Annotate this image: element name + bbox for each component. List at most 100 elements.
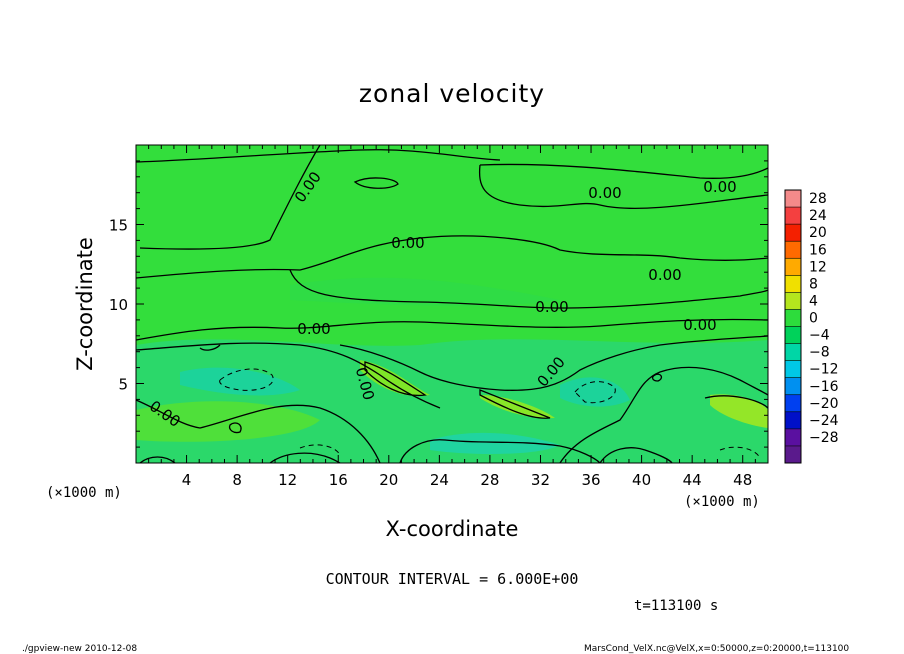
contour-interval-text: CONTOUR INTERVAL = 6.000E+00 [326, 570, 579, 588]
contour-label: 0.00 [683, 316, 716, 334]
colorbar-swatch [785, 445, 801, 463]
contour-dashed-1 [219, 368, 274, 391]
field-band-cyan [180, 367, 300, 396]
x-tick-label: 24 [430, 471, 449, 489]
field-band-lightgreen [136, 401, 320, 442]
x-tick-label: 16 [329, 471, 348, 489]
contour-line-15 [704, 395, 768, 409]
x-axis-unit-right: (×1000 m) [684, 494, 760, 510]
contour-label: 0.00 [535, 298, 568, 316]
colorbar-swatch [785, 309, 801, 327]
x-tick-label: 12 [278, 471, 297, 489]
colorbar-swatch [785, 360, 801, 378]
contour-dashed-3 [719, 446, 761, 459]
colorbar-label: −12 [809, 362, 839, 378]
x-tick-label: 32 [531, 471, 550, 489]
colorbar-swatch [785, 411, 801, 429]
colorbar-swatch [785, 224, 801, 242]
x-tick-label: 20 [379, 471, 398, 489]
field-band-yellow-3 [710, 394, 768, 428]
colorbar-label: −24 [809, 413, 839, 429]
contour-line-14 [364, 361, 427, 397]
contour-lines [136, 145, 768, 463]
x-tick-label: 44 [683, 471, 702, 489]
contour-line-11 [559, 366, 768, 463]
contour-line-16 [599, 447, 673, 463]
x-axis-label: X-coordinate [386, 517, 519, 541]
contour-line-19 [353, 177, 399, 189]
colorbar-label: −4 [809, 328, 830, 344]
time-text: t=113100 s [634, 598, 718, 614]
colorbar-swatch [785, 394, 801, 412]
x-tick-label: 40 [632, 471, 651, 489]
colorbar-label: 28 [809, 191, 827, 207]
plot-area [136, 145, 768, 463]
contour-lines-dashed [219, 368, 761, 459]
chart-title: zonal velocity [359, 79, 545, 108]
y-axis-ticks: 5 10 15 [109, 160, 768, 448]
footer-right: MarsCond_VelX.nc@VelX,x=0:50000,z=0:2000… [584, 644, 849, 654]
contour-dashed-4 [299, 444, 341, 456]
colorbar-label: 12 [809, 259, 827, 275]
contour-line-8 [136, 342, 441, 409]
contour-dashed-2 [574, 381, 616, 404]
y-axis-label: Z-coordinate [73, 237, 97, 371]
field-band-cyan-2 [560, 377, 630, 407]
y-tick-label: 5 [118, 376, 128, 394]
contour-line-12 [399, 439, 601, 463]
contour-line-9 [136, 399, 381, 463]
y-tick-label: 10 [109, 296, 128, 314]
colorbar-label: −8 [809, 345, 830, 361]
x-tick-label: 8 [232, 471, 242, 489]
colorbar-swatch [785, 207, 801, 225]
colorbar-label: 20 [809, 225, 827, 241]
colorbar-label: −16 [809, 379, 839, 395]
contour-label: 0.00 [703, 178, 736, 196]
field-band-lower [136, 339, 768, 463]
colorbar-swatch [785, 377, 801, 395]
contour-line-6 [289, 269, 768, 309]
colorbar-swatch [785, 241, 801, 259]
colorbar-swatch [785, 258, 801, 276]
colorbar-swatch [785, 292, 801, 310]
colorbar-label: −28 [809, 430, 839, 446]
x-tick-label: 48 [733, 471, 752, 489]
contour-line-18 [139, 456, 176, 463]
contour-label: 0.00 [297, 320, 330, 338]
colorbar-label: 24 [809, 208, 827, 224]
contour-line-5 [136, 235, 768, 279]
x-axis-ticks: 4 8 12 16 20 24 28 32 36 40 44 48 [148, 145, 756, 489]
colorbar-label: 8 [809, 276, 818, 292]
colorbar-swatch [785, 275, 801, 293]
colorbar-label: −20 [809, 396, 839, 412]
field-band-cyan-3 [430, 432, 560, 455]
colorbar-label: 4 [809, 293, 818, 309]
x-tick-label: 28 [480, 471, 499, 489]
contour-line-2 [139, 145, 321, 250]
x-tick-label: 4 [182, 471, 192, 489]
contour-line-21 [651, 373, 663, 382]
colorbar-swatch [785, 428, 801, 446]
contour-line-7 [136, 318, 768, 341]
contour-line-1 [136, 149, 501, 163]
colorbar-swatch [785, 190, 801, 208]
x-axis-unit-left: (×1000 m) [46, 485, 122, 501]
contour-line-3 [479, 163, 768, 179]
colorbar-swatch [785, 343, 801, 361]
x-tick-label: 36 [581, 471, 600, 489]
contour-line-22 [228, 422, 242, 434]
colorbar-label: 0 [809, 311, 818, 327]
contour-line-10 [339, 335, 768, 391]
contour-line-13 [479, 389, 551, 419]
colorbar-label: 16 [809, 242, 827, 258]
contour-line-4 [478, 164, 768, 209]
contour-label: 0.00 [588, 184, 621, 202]
contour-label: 0.00 [648, 266, 681, 284]
contour-line-20 [199, 344, 221, 351]
colorbar-swatch [785, 326, 801, 344]
footer-left: ./gpview-new 2010-12-08 [22, 644, 137, 654]
contour-label: 0.00 [391, 234, 424, 252]
y-tick-label: 15 [109, 217, 128, 235]
